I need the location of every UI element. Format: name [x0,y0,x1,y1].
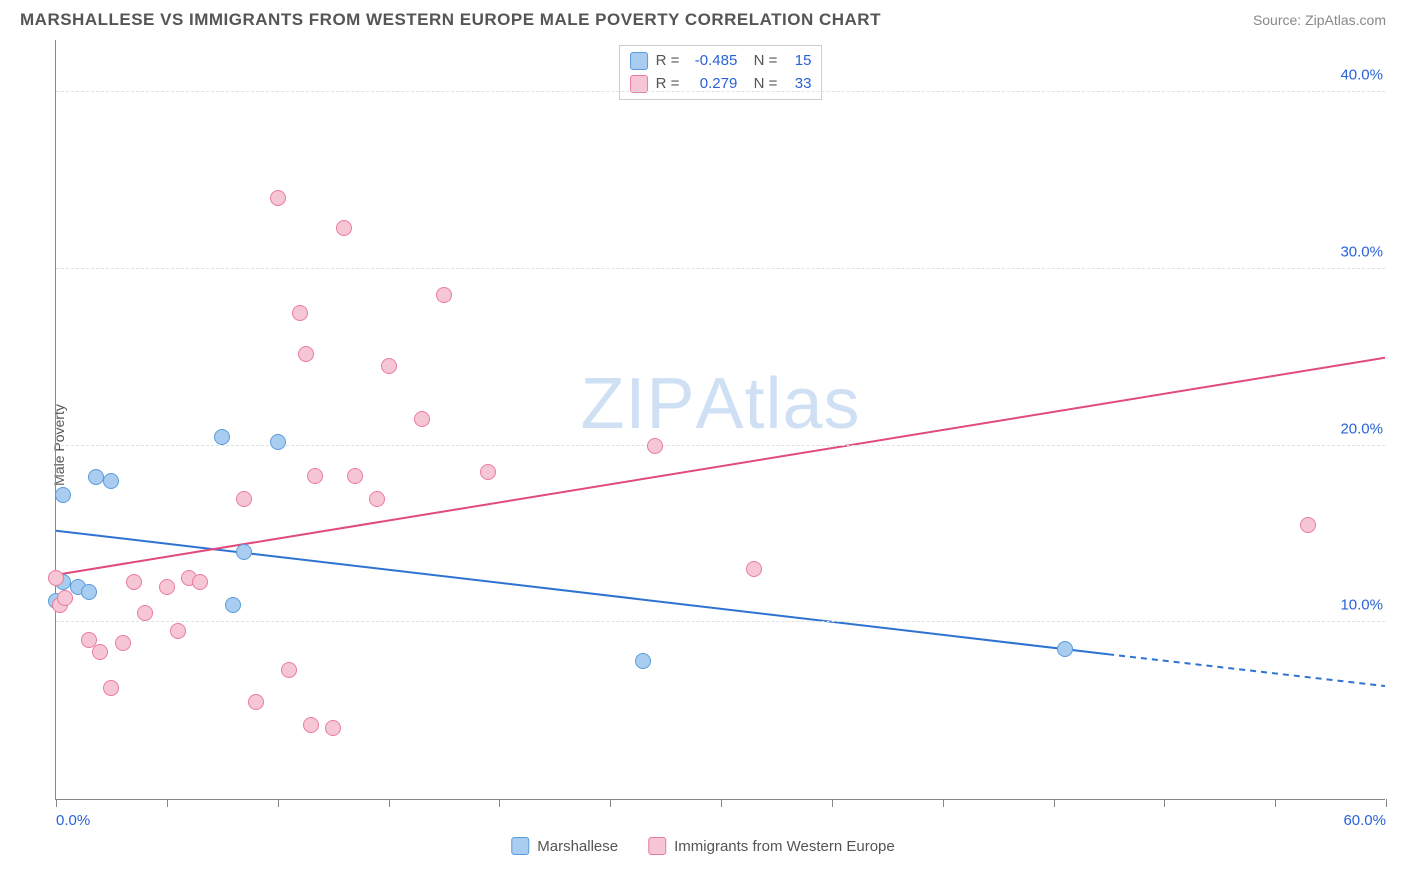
data-point [248,694,264,710]
data-point [159,579,175,595]
x-tick [278,799,279,807]
data-point [57,590,73,606]
chart-container: Male Poverty ZIPAtlas R =-0.485 N =15R =… [10,35,1396,855]
data-point [88,469,104,485]
source-link[interactable]: ZipAtlas.com [1305,12,1386,28]
y-tick-label: 40.0% [1336,67,1387,84]
x-tick [1275,799,1276,807]
data-point [336,220,352,236]
data-point [103,473,119,489]
bottom-legend: Marshallese Immigrants from Western Europ… [511,837,895,855]
watermark-bold: ZIP [580,364,695,444]
data-point [369,491,385,507]
trend-line [56,531,1108,655]
data-point [270,434,286,450]
data-point [48,570,64,586]
x-tick-label: 60.0% [1343,812,1386,829]
data-point [1300,517,1316,533]
data-point [347,468,363,484]
x-tick [1386,799,1387,807]
data-point [647,438,663,454]
data-point [192,574,208,590]
legend-item: Immigrants from Western Europe [648,837,895,855]
chart-header: MARSHALLESE VS IMMIGRANTS FROM WESTERN E… [10,10,1396,35]
data-point [414,411,430,427]
data-point [214,429,230,445]
legend-label: Marshallese [537,838,618,855]
watermark: ZIPAtlas [580,363,860,445]
legend-swatch [630,52,648,70]
data-point [303,717,319,733]
y-tick-label: 30.0% [1336,243,1387,260]
legend-swatch [648,837,666,855]
y-tick-label: 10.0% [1336,597,1387,614]
x-tick [943,799,944,807]
data-point [126,574,142,590]
data-point [292,305,308,321]
x-tick [832,799,833,807]
data-point [92,644,108,660]
y-tick-label: 20.0% [1336,420,1387,437]
data-point [325,720,341,736]
watermark-thin: Atlas [695,364,860,444]
trend-line-extrapolated [1108,654,1385,686]
data-point [236,544,252,560]
plot-area: ZIPAtlas R =-0.485 N =15R =0.279 N =33 1… [55,40,1385,800]
stat-n-value: 15 [785,50,811,73]
data-point [1057,641,1073,657]
data-point [746,561,762,577]
data-point [480,464,496,480]
x-tick [56,799,57,807]
data-point [137,605,153,621]
data-point [225,597,241,613]
x-tick [167,799,168,807]
stat-n-label: N = [745,50,777,73]
trend-line [56,358,1385,575]
data-point [170,623,186,639]
data-point [307,468,323,484]
source-attribution: Source: ZipAtlas.com [1253,12,1386,28]
trend-lines-svg [56,40,1385,799]
stats-legend-row: R = -0.485 N = 15 [630,50,812,73]
gridline-h [56,445,1385,446]
legend-label: Immigrants from Western Europe [674,838,895,855]
chart-title: MARSHALLESE VS IMMIGRANTS FROM WESTERN E… [20,10,881,30]
data-point [236,491,252,507]
x-tick [1054,799,1055,807]
x-tick [610,799,611,807]
x-tick [721,799,722,807]
source-label: Source: [1253,12,1301,28]
data-point [436,287,452,303]
gridline-h [56,268,1385,269]
gridline-h [56,621,1385,622]
x-tick-label: 0.0% [56,812,90,829]
stat-r-value: -0.485 [687,50,737,73]
stat-r-label: R = [656,50,680,73]
gridline-h [56,91,1385,92]
data-point [281,662,297,678]
data-point [55,487,71,503]
x-tick [1164,799,1165,807]
data-point [270,190,286,206]
data-point [81,584,97,600]
data-point [115,635,131,651]
data-point [103,680,119,696]
x-tick [499,799,500,807]
legend-item: Marshallese [511,837,618,855]
legend-swatch [511,837,529,855]
x-tick [389,799,390,807]
data-point [381,358,397,374]
data-point [635,653,651,669]
data-point [298,346,314,362]
